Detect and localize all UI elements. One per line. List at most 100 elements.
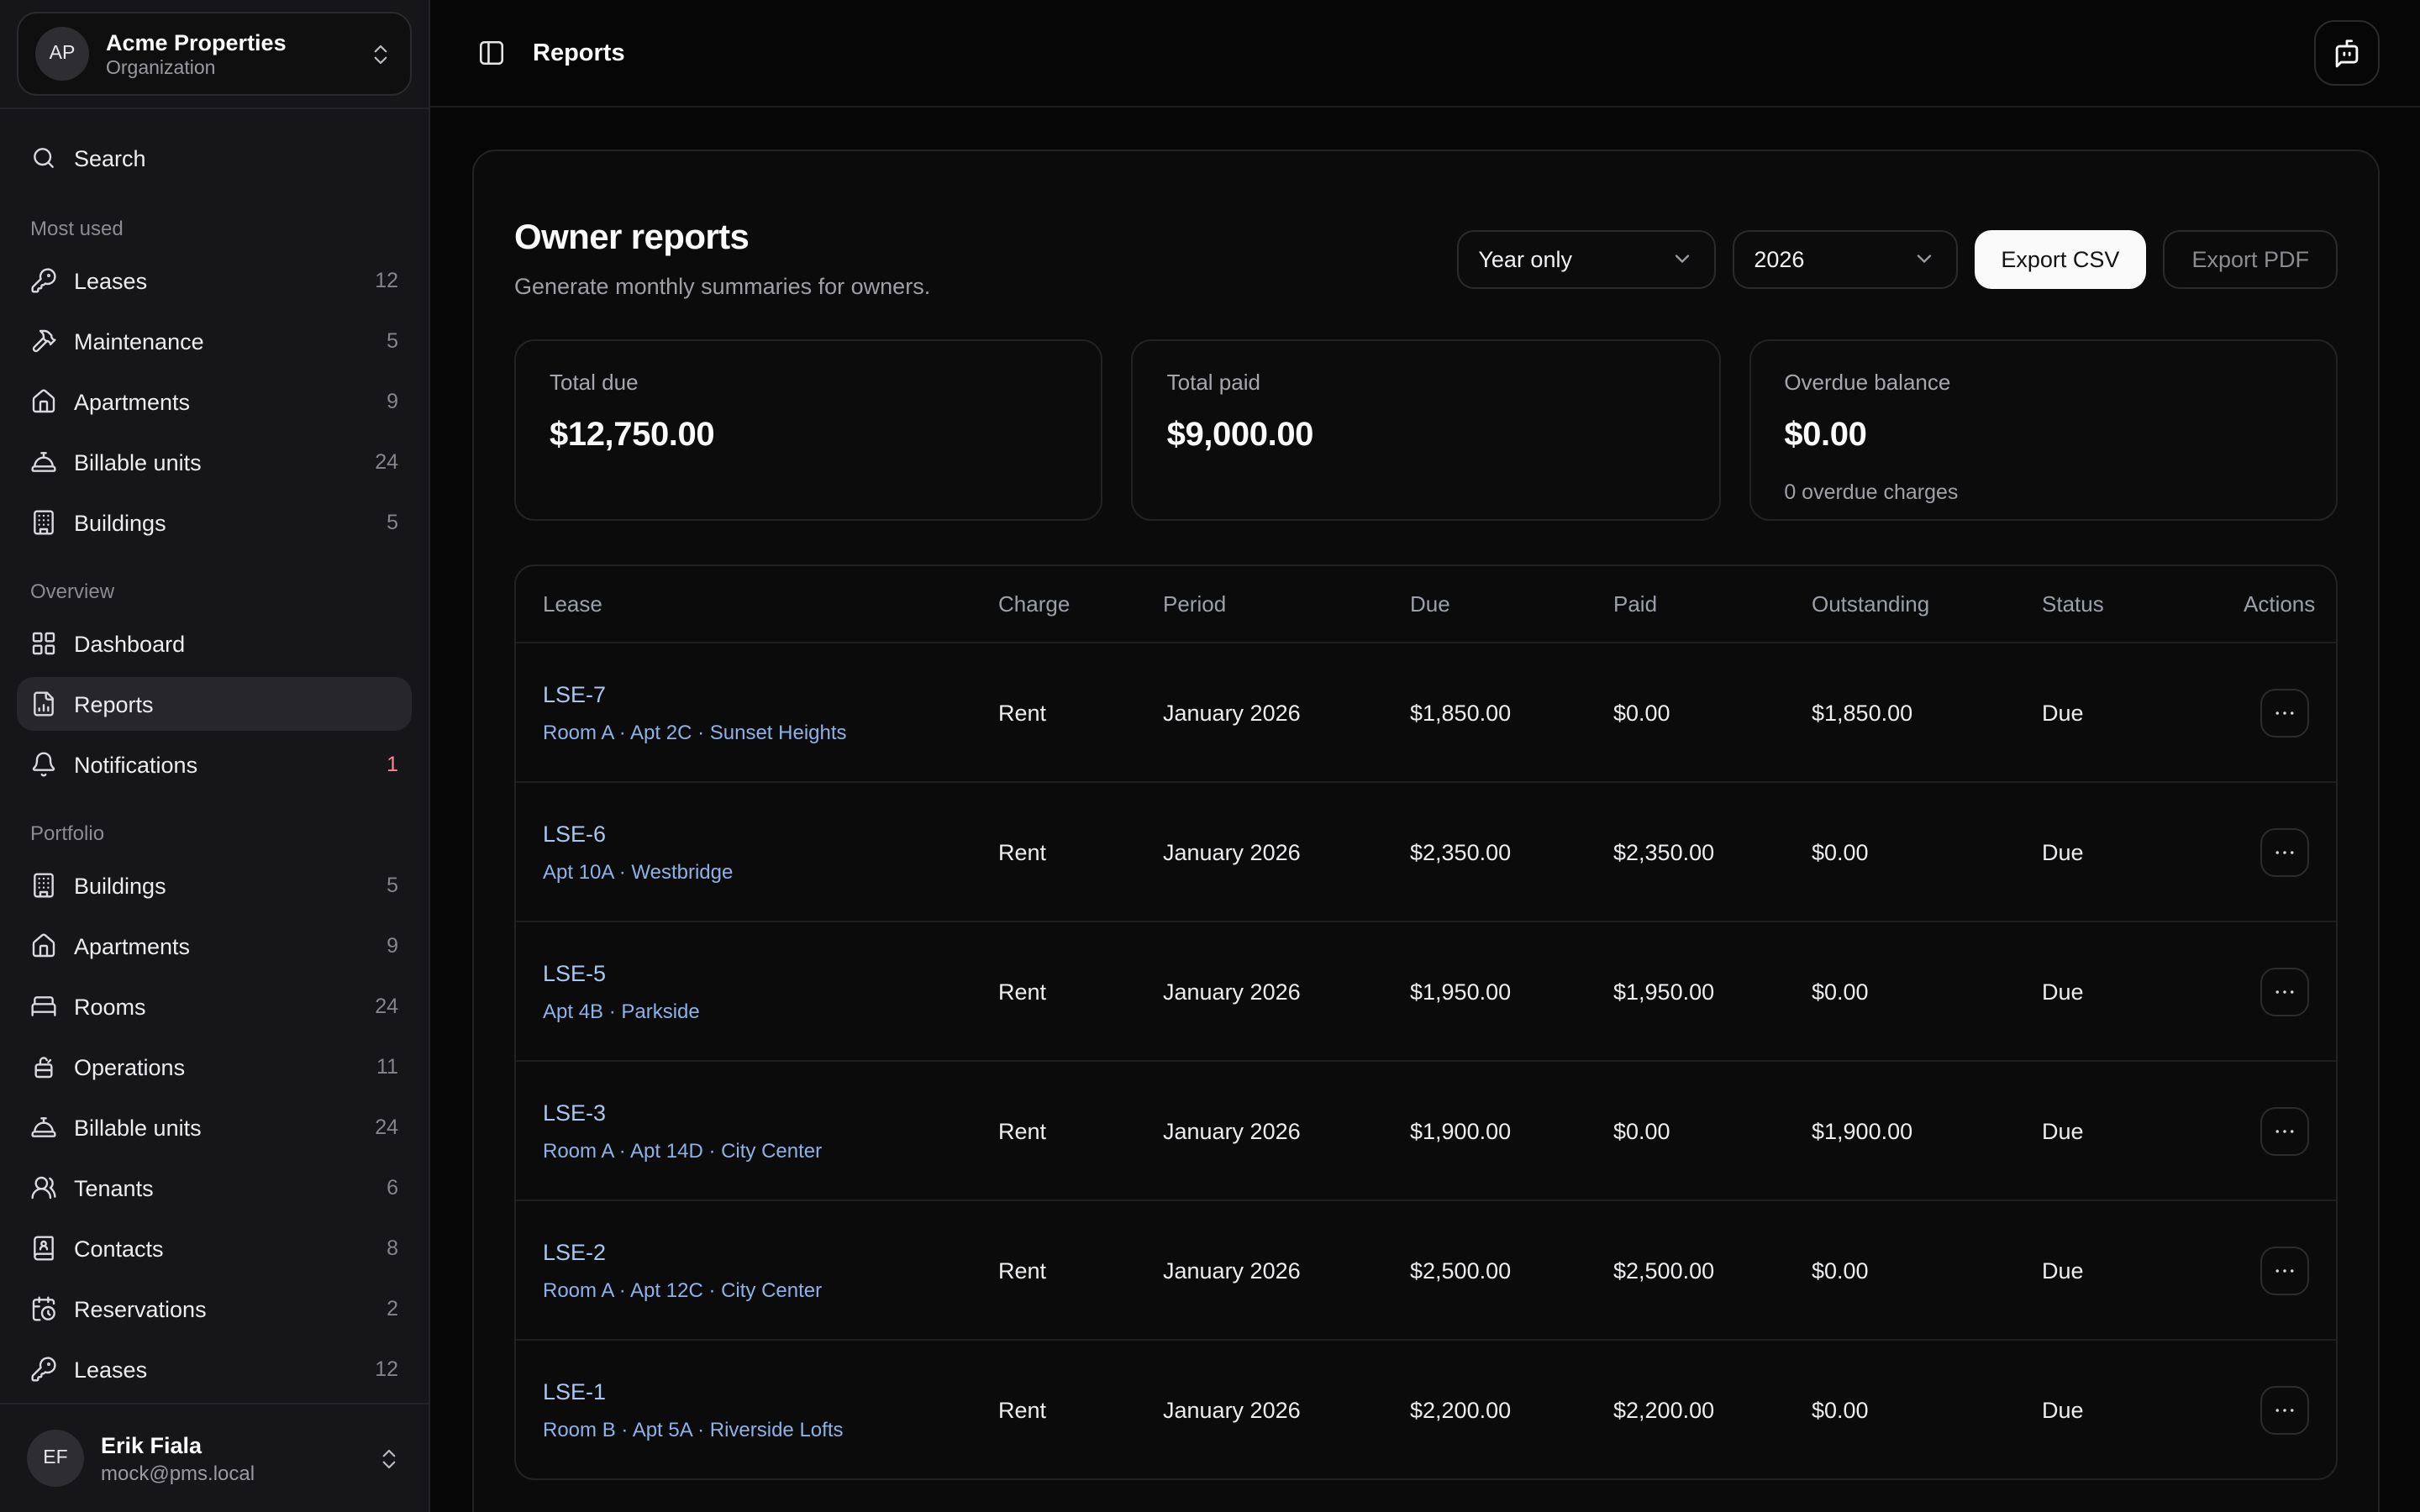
sidebar-item-notifications[interactable]: Notifications 1 [17, 738, 412, 791]
sidebar-item-contacts[interactable]: Contacts 8 [17, 1221, 412, 1275]
lease-link[interactable]: LSE-7 [543, 681, 607, 706]
sidebar-item-label: Reports [74, 691, 154, 717]
search-icon [34, 148, 54, 168]
section-label-overview: Overview [30, 580, 115, 603]
user-avatar: EF [27, 1430, 84, 1487]
unit-link[interactable]: Apt 10A · Westbridge [543, 859, 734, 883]
paid-cell: $0.00 [1613, 1118, 1670, 1143]
item-count: 24 [375, 450, 398, 474]
row-actions-button[interactable] [2260, 688, 2309, 737]
lease-link[interactable]: LSE-2 [543, 1239, 607, 1264]
sidebar-item-portfolio-leases[interactable]: Leases 12 [17, 1342, 412, 1396]
building-icon [34, 510, 54, 535]
column-header-paid: Paid [1613, 591, 1658, 617]
section-label-most-used: Most used [30, 217, 124, 240]
row-actions-button[interactable] [2260, 827, 2309, 876]
unit-link[interactable]: Room A · Apt 14D · City Center [543, 1138, 823, 1162]
outstanding-cell: $1,850.00 [1812, 700, 1913, 725]
sidebar-item-label: Buildings [74, 510, 166, 535]
stat-value: $0.00 [1784, 417, 1867, 454]
lease-link[interactable]: LSE-3 [543, 1100, 607, 1125]
column-header-outstanding: Outstanding [1812, 591, 1930, 617]
sidebar-item-billable-units[interactable]: Billable units 24 [17, 435, 412, 489]
stat-card-overdue-balance: Overdue balance $0.00 0 overdue charges [1749, 339, 2338, 521]
sidebar-item-dashboard[interactable]: Dashboard [17, 617, 412, 670]
charge-cell: Rent [998, 839, 1047, 864]
unit-link[interactable]: Apt 4B · Parkside [543, 999, 700, 1022]
org-switcher[interactable]: AP Acme Properties Organization [17, 12, 412, 96]
chevron-down-icon [1917, 255, 1931, 263]
owner-reports-panel: Owner reports Generate monthly summaries… [472, 150, 2380, 1512]
file-chart-icon [34, 691, 54, 717]
sidebar-item-reservations[interactable]: Reservations 2 [17, 1282, 412, 1336]
sidebar-item-leases[interactable]: Leases 12 [17, 254, 412, 307]
sidebar-item-buildings[interactable]: Buildings 5 [17, 496, 412, 549]
sidebar-item-operations[interactable]: Operations 11 [17, 1040, 412, 1094]
bed-icon [31, 996, 56, 1016]
page-title: Owner reports [514, 218, 750, 257]
sidebar-item-tenants[interactable]: Tenants 6 [17, 1161, 412, 1215]
org-switcher-wrap: AP Acme Properties Organization [0, 0, 429, 109]
lease-cell: LSE-2 Room A · Apt 12C · City Center [543, 1239, 998, 1301]
bell-concierge-icon [31, 452, 56, 472]
sidebar-item-search[interactable]: Search [17, 129, 412, 186]
lease-link[interactable]: LSE-5 [543, 960, 607, 985]
house-icon [32, 389, 55, 413]
table-row: LSE-6 Apt 10A · Westbridge Rent January … [516, 781, 2336, 921]
charge-cell: Rent [998, 700, 1047, 725]
bot-icon [2335, 39, 2359, 68]
period-cell: January 2026 [1163, 700, 1301, 725]
row-actions-button[interactable] [2260, 1106, 2309, 1155]
unit-link[interactable]: Room A · Apt 12C · City Center [543, 1278, 823, 1301]
export-csv-button[interactable]: Export CSV [1974, 229, 2147, 288]
column-header-lease: Lease [543, 591, 602, 617]
row-actions-button[interactable] [2260, 1246, 2309, 1294]
sidebar-item-portfolio-billable-units[interactable]: Billable units 24 [17, 1100, 412, 1154]
sidebar-item-portfolio-buildings[interactable]: Buildings 5 [17, 858, 412, 912]
unit-link[interactable]: Room B · Apt 5A · Riverside Lofts [543, 1417, 844, 1441]
report-mode-select[interactable]: Year only [1456, 229, 1716, 288]
sidebar-item-apartments[interactable]: Apartments 9 [17, 375, 412, 428]
content-area: Owner reports Generate monthly summaries… [430, 108, 2420, 1512]
sidebar-item-reports[interactable]: Reports [17, 677, 412, 731]
paid-cell: $1,950.00 [1613, 979, 1715, 1004]
ellipsis-icon [2275, 710, 2295, 715]
outstanding-cell: $1,900.00 [1812, 1118, 1913, 1143]
item-count: 5 [387, 511, 398, 534]
charge-cell: Rent [998, 1118, 1047, 1143]
stats-row: Total due $12,750.00 Total paid $9,000.0… [514, 339, 2338, 521]
report-year-value: 2026 [1754, 246, 1805, 271]
row-actions-button[interactable] [2260, 1385, 2309, 1434]
period-cell: January 2026 [1163, 1118, 1301, 1143]
item-count: 6 [387, 1176, 398, 1200]
actions-cell [2244, 827, 2309, 876]
table-header-row: Lease Charge Period Due Paid Outstanding… [516, 566, 2336, 642]
lease-cell: LSE-1 Room B · Apt 5A · Riverside Lofts [543, 1378, 998, 1441]
sidebar-toggle-button[interactable] [471, 32, 513, 74]
user-name: Erik Fiala [101, 1432, 203, 1457]
lease-link[interactable]: LSE-1 [543, 1378, 607, 1404]
sidebar-item-maintenance[interactable]: Maintenance 5 [17, 314, 412, 368]
user-menu[interactable]: EF Erik Fiala mock@pms.local [0, 1403, 429, 1512]
sidebar-item-portfolio-apartments[interactable]: Apartments 9 [17, 919, 412, 973]
stat-value: $12,750.00 [550, 417, 715, 454]
sidebar-item-rooms[interactable]: Rooms 24 [17, 979, 412, 1033]
lease-cell: LSE-7 Room A · Apt 2C · Sunset Heights [543, 681, 998, 743]
export-pdf-button[interactable]: Export PDF [2163, 229, 2338, 288]
key-icon [31, 268, 56, 293]
bell-concierge-icon [31, 1117, 56, 1137]
report-year-select[interactable]: 2026 [1732, 229, 1958, 288]
assistant-button[interactable] [2314, 20, 2380, 86]
page-subtitle: Generate monthly summaries for owners. [514, 274, 931, 299]
item-count: 11 [376, 1055, 398, 1079]
sidebar-item-label: Leases [74, 1357, 148, 1382]
unit-link[interactable]: Room A · Apt 2C · Sunset Heights [543, 720, 847, 743]
sidebar-item-label: Billable units [74, 449, 202, 475]
lease-link[interactable]: LSE-6 [543, 821, 607, 846]
row-actions-button[interactable] [2260, 967, 2309, 1016]
paid-cell: $2,500.00 [1613, 1257, 1715, 1283]
table-row: LSE-2 Room A · Apt 12C · City Center Ren… [516, 1200, 2336, 1339]
sidebar-item-label: Contacts [74, 1236, 164, 1261]
period-cell: January 2026 [1163, 979, 1301, 1004]
stat-card-total-due: Total due $12,750.00 [514, 339, 1103, 521]
